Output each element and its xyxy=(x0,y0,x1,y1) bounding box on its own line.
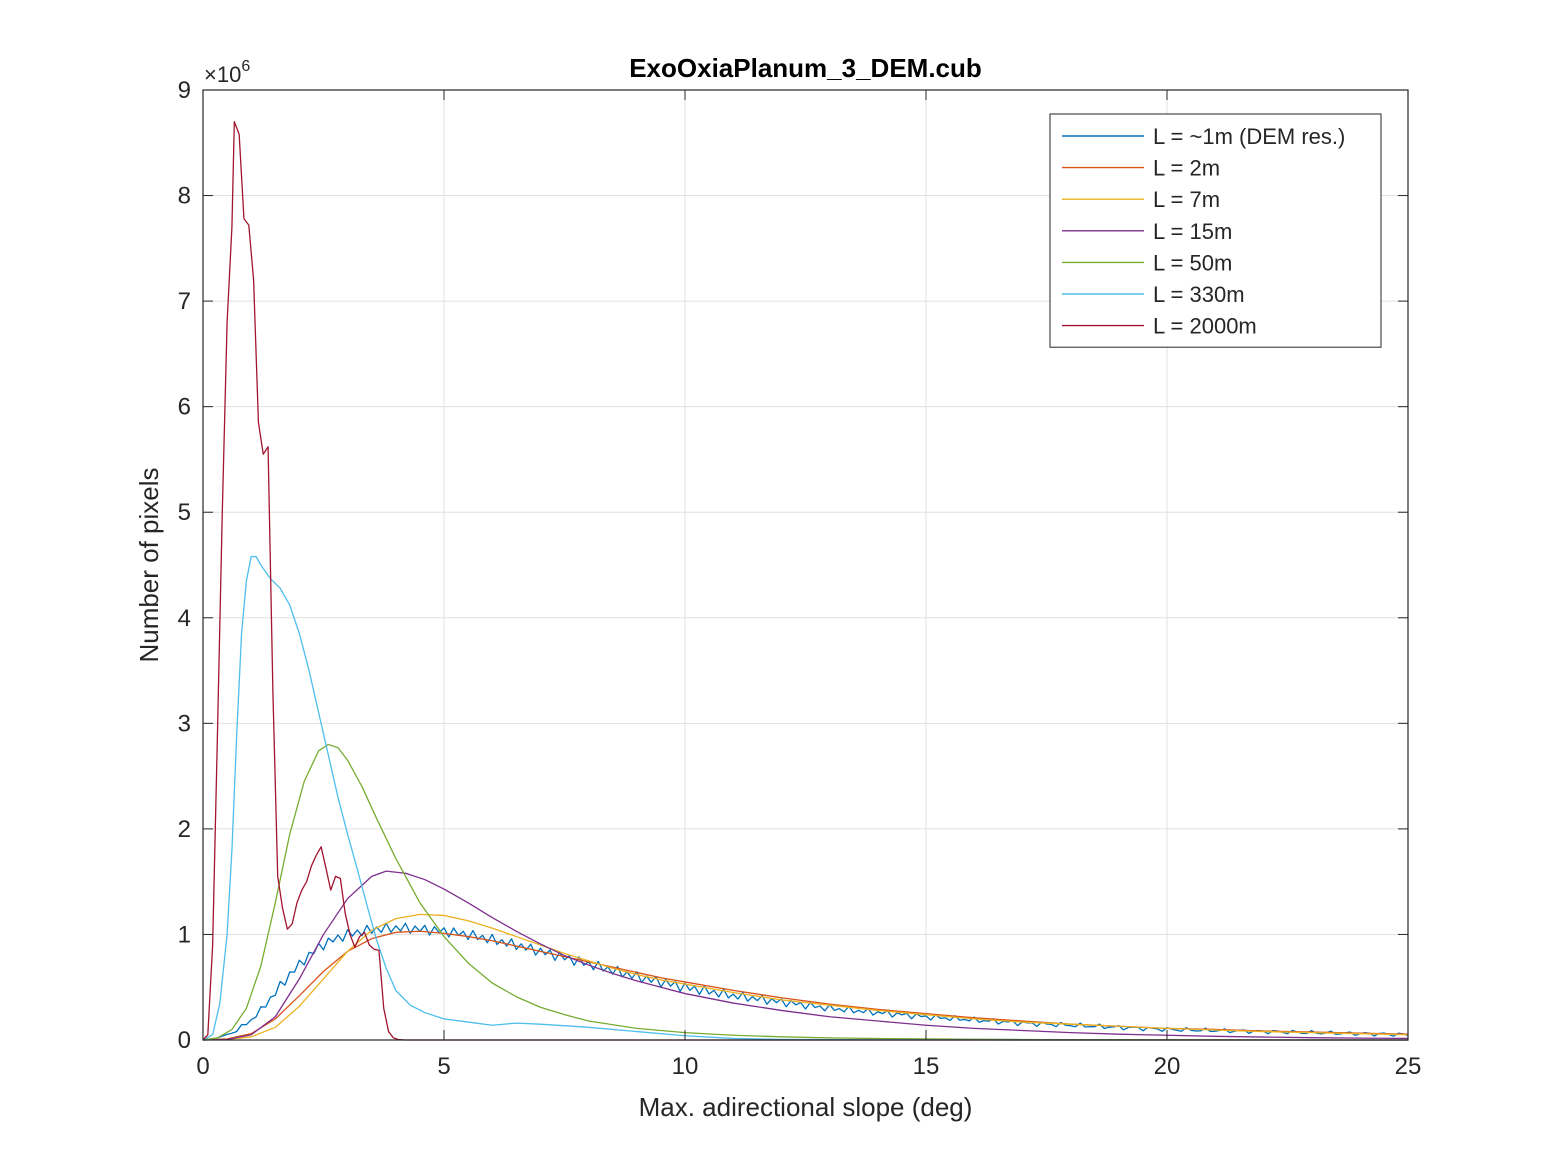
y-exponent-power: 6 xyxy=(241,58,250,75)
x-tick-label: 0 xyxy=(196,1053,209,1080)
x-tick-label: 20 xyxy=(1154,1053,1181,1080)
y-tick-label: 2 xyxy=(178,816,191,843)
y-tick-label: 8 xyxy=(178,183,191,210)
legend-label: L = 7m xyxy=(1153,187,1220,212)
y-tick-label: 4 xyxy=(178,605,191,632)
x-tick-label: 25 xyxy=(1395,1053,1422,1080)
x-tick-label: 10 xyxy=(672,1053,699,1080)
series-line-6 xyxy=(202,121,1408,1041)
axis-ticks: 0 5 10 15 20 25 0 1 2 3 4 5 6 7 8 9 xyxy=(178,77,1422,1080)
series-line-5 xyxy=(202,555,1408,1041)
plot-frame xyxy=(202,89,1409,1041)
y-tick-label: 7 xyxy=(178,288,191,315)
series-line-3 xyxy=(202,870,1409,1041)
series-line-4 xyxy=(202,743,1409,1041)
y-tick-label: 5 xyxy=(178,499,191,526)
y-axis-exponent: ×106 xyxy=(204,58,250,87)
y-tick-label: 1 xyxy=(178,921,191,948)
y-tick-label: 3 xyxy=(178,710,191,737)
legend: L = ~1m (DEM res.) L = 2m L = 7m L = 15m L =… xyxy=(1049,113,1382,348)
legend-label: L = 2m xyxy=(1153,156,1220,181)
y-exponent-base: ×10 xyxy=(204,62,241,87)
x-axis-label: Max. adirectional slope (deg) xyxy=(639,1092,973,1122)
series-line-2 xyxy=(202,913,1409,1041)
x-tick-label: 5 xyxy=(437,1053,450,1080)
x-tick-label: 15 xyxy=(913,1053,940,1080)
legend-label: L = 50m xyxy=(1153,250,1232,275)
chart-title: ExoOxiaPlanum_3_DEM.cub xyxy=(629,53,982,83)
series-lines xyxy=(202,121,1409,1041)
grid-lines xyxy=(203,90,1408,1040)
y-tick-label: 6 xyxy=(178,394,191,421)
y-tick-label: 9 xyxy=(178,77,191,104)
legend-label: L = 15m xyxy=(1153,219,1232,244)
legend-label: L = ~1m (DEM res.) xyxy=(1153,124,1345,149)
legend-label: L = 2000m xyxy=(1153,314,1257,339)
legend-label: L = 330m xyxy=(1153,282,1245,307)
y-tick-label: 0 xyxy=(178,1027,191,1054)
y-axis-label: Number of pixels xyxy=(134,467,164,662)
